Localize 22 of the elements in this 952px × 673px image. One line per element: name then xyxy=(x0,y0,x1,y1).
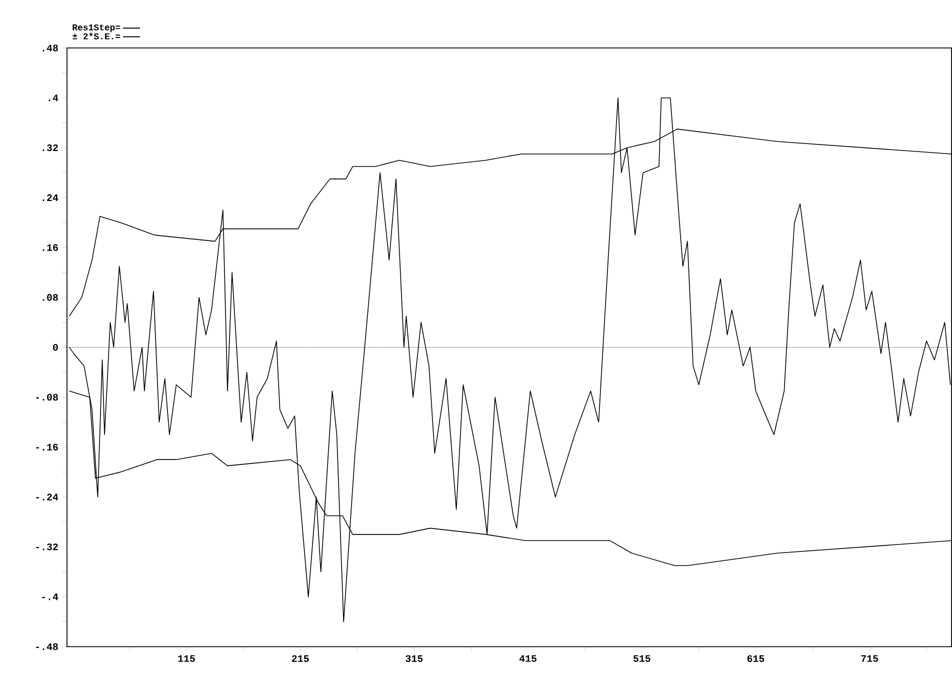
y-tick-label: .32 xyxy=(42,144,58,152)
y-tick-label: .4 xyxy=(48,94,58,102)
y-tick-label: 0 xyxy=(53,344,58,351)
x-tick-label: 415 xyxy=(519,655,536,662)
y-tick-label: -.32 xyxy=(36,544,58,550)
y-tick-label: -.08 xyxy=(36,394,58,401)
x-tick-label: 715 xyxy=(861,655,878,662)
y-tick-label: .48 xyxy=(42,44,58,52)
x-tick-label: 315 xyxy=(406,655,423,662)
y-tick-label: -.16 xyxy=(36,444,58,451)
x-tick-label: 515 xyxy=(633,655,650,662)
x-tick-label: 615 xyxy=(747,655,764,662)
y-tick-label: -.4 xyxy=(42,594,58,600)
y-tick-label: .08 xyxy=(42,294,58,301)
legend-label: ± 2*S.E.= xyxy=(72,32,120,40)
x-tick-label: 115 xyxy=(178,655,195,662)
x-tick-label: 215 xyxy=(292,655,309,662)
y-tick-label: -.48 xyxy=(36,643,58,650)
y-tick-label: -.24 xyxy=(36,494,58,500)
y-tick-label: .16 xyxy=(42,244,58,252)
legend-label: Res1Step= xyxy=(72,24,120,32)
y-tick-label: .24 xyxy=(42,194,58,202)
